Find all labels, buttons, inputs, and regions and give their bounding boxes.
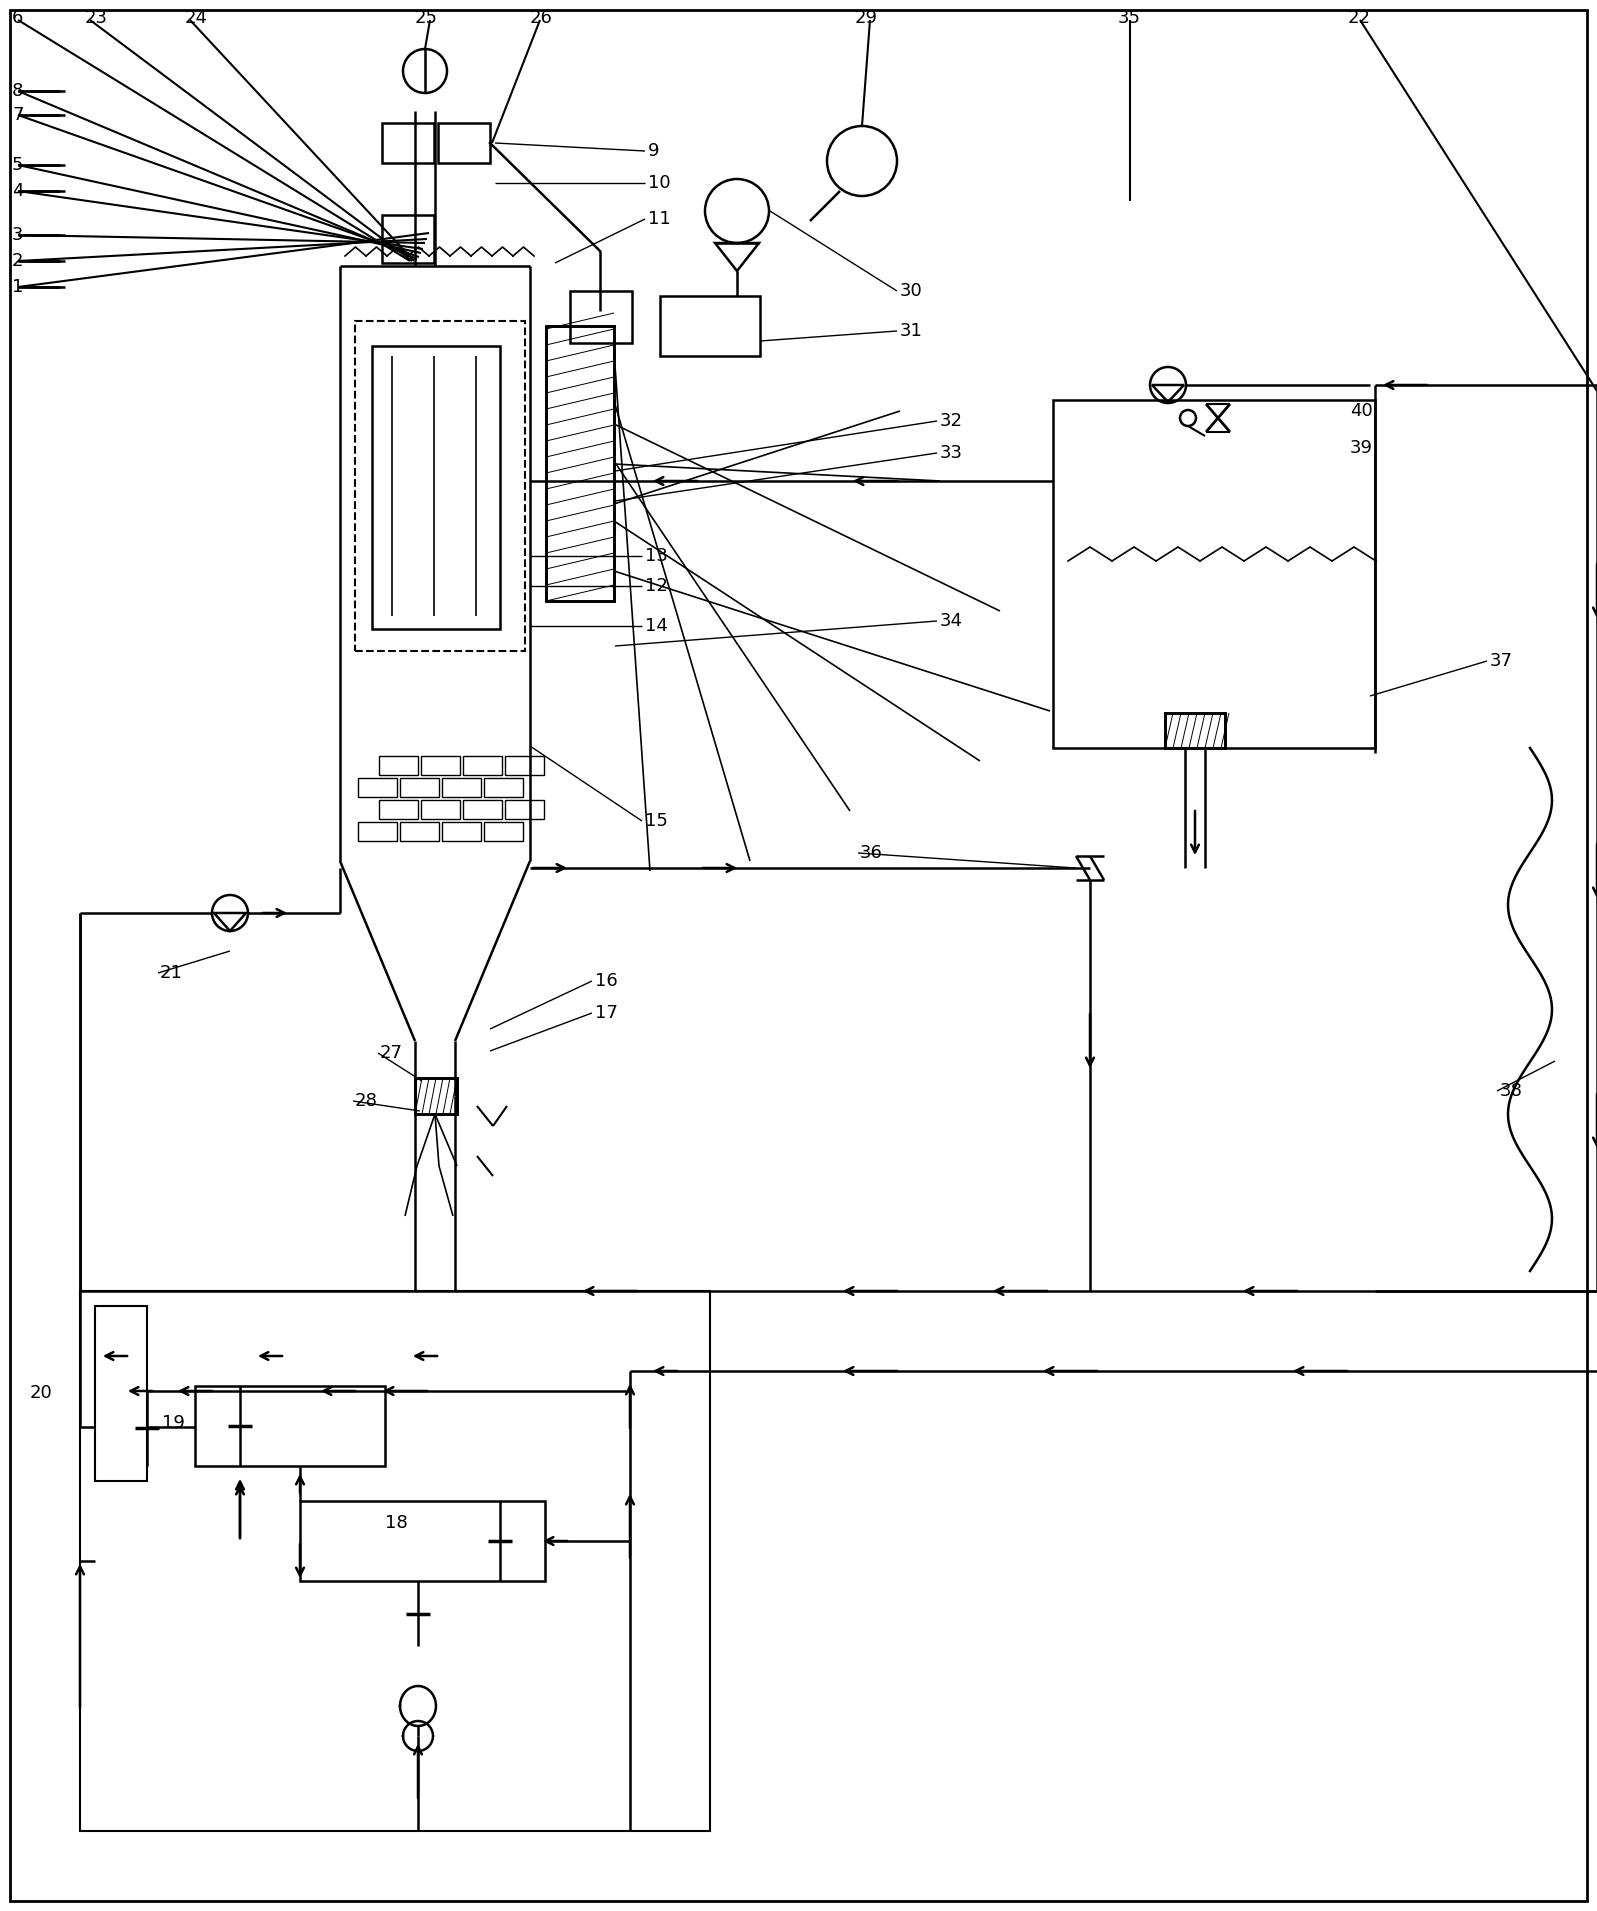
Bar: [415, 1078, 457, 1114]
Bar: [1164, 713, 1225, 747]
Bar: [378, 801, 418, 820]
Text: 21: 21: [160, 963, 184, 982]
Bar: [382, 216, 434, 264]
Text: 2: 2: [13, 252, 24, 269]
Bar: [484, 822, 522, 841]
Text: 37: 37: [1490, 652, 1512, 671]
Text: 31: 31: [901, 321, 923, 340]
Text: 33: 33: [941, 443, 963, 462]
Bar: [484, 778, 522, 797]
Bar: [358, 822, 398, 841]
Text: 9: 9: [648, 141, 660, 161]
Text: 13: 13: [645, 547, 668, 566]
Text: 32: 32: [941, 413, 963, 430]
Text: 19: 19: [161, 1414, 185, 1431]
Text: 39: 39: [1349, 440, 1373, 457]
Bar: [422, 757, 460, 776]
Text: 25: 25: [415, 10, 438, 27]
Bar: [94, 1305, 147, 1481]
Bar: [382, 122, 434, 162]
Text: 23: 23: [85, 10, 109, 27]
Bar: [546, 327, 613, 600]
Text: 35: 35: [1118, 10, 1140, 27]
Text: 10: 10: [648, 174, 671, 191]
Text: 28: 28: [355, 1091, 378, 1110]
Text: 14: 14: [645, 617, 668, 634]
Text: 12: 12: [645, 577, 668, 594]
Text: 6: 6: [13, 10, 24, 27]
Text: 29: 29: [854, 10, 878, 27]
Bar: [372, 346, 500, 629]
Bar: [442, 778, 481, 797]
Bar: [1052, 399, 1375, 747]
Text: 8: 8: [13, 82, 24, 99]
Bar: [378, 757, 418, 776]
Text: 24: 24: [185, 10, 208, 27]
Bar: [399, 778, 439, 797]
Text: 27: 27: [380, 1043, 402, 1063]
Bar: [415, 1078, 457, 1114]
Bar: [442, 822, 481, 841]
Text: 7: 7: [13, 105, 24, 124]
Text: 38: 38: [1500, 1082, 1524, 1101]
Bar: [463, 757, 501, 776]
Text: 11: 11: [648, 210, 671, 227]
Text: 20: 20: [30, 1384, 53, 1403]
Bar: [505, 801, 545, 820]
Text: 3: 3: [13, 225, 24, 245]
Text: 18: 18: [385, 1514, 407, 1533]
Bar: [660, 296, 760, 355]
Text: 40: 40: [1349, 401, 1373, 420]
Bar: [195, 1385, 385, 1466]
Bar: [463, 801, 501, 820]
Bar: [546, 327, 613, 600]
Text: 16: 16: [596, 973, 618, 990]
Text: 4: 4: [13, 182, 24, 201]
Bar: [505, 757, 545, 776]
Text: 1: 1: [13, 277, 24, 296]
Text: 5: 5: [13, 157, 24, 174]
Bar: [358, 778, 398, 797]
Bar: [1164, 713, 1225, 747]
Text: 22: 22: [1348, 10, 1370, 27]
Text: 15: 15: [645, 812, 668, 829]
Bar: [422, 801, 460, 820]
Text: 26: 26: [530, 10, 553, 27]
Text: 30: 30: [901, 283, 923, 300]
Text: 36: 36: [861, 845, 883, 862]
Text: 17: 17: [596, 1003, 618, 1022]
Bar: [80, 1292, 711, 1831]
Text: 34: 34: [941, 612, 963, 631]
Bar: [399, 822, 439, 841]
Bar: [300, 1500, 545, 1580]
Bar: [438, 122, 490, 162]
Bar: [355, 321, 525, 652]
Bar: [570, 290, 632, 342]
